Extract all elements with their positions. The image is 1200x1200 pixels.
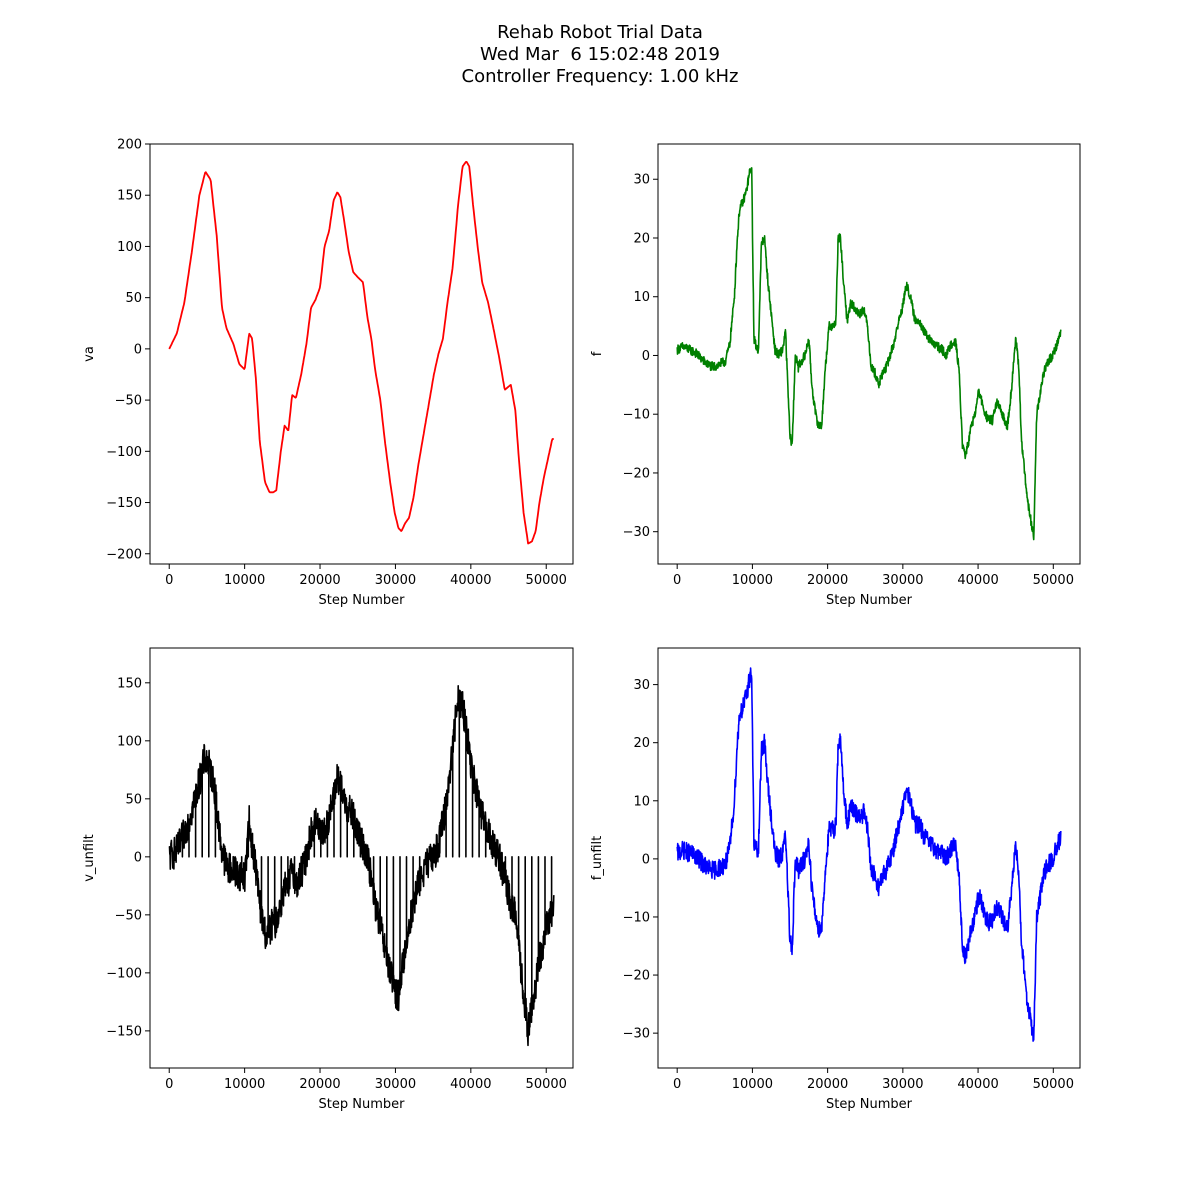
y-tick-label: −20 — [623, 466, 650, 481]
y-tick-label: −30 — [623, 525, 650, 540]
y-tick-label: 20 — [633, 736, 650, 751]
x-tick-label: 50000 — [1033, 573, 1074, 588]
x-tick-label: 40000 — [957, 1077, 998, 1092]
figure-title-line-3: Controller Frequency: 1.00 kHz — [461, 66, 739, 87]
y-tick-label: 30 — [633, 173, 650, 188]
y-tick-label: 20 — [633, 231, 650, 246]
y-tick-label: 0 — [642, 349, 650, 364]
axes-frame — [657, 143, 1081, 565]
f-unfilt-panel: 0 10000 20000 30000 40000 50000 −30 −20 −10 0 10 20… — [590, 647, 1081, 1112]
y-tick-label: −50 — [115, 908, 142, 923]
y-tick-label: 50 — [125, 291, 142, 306]
x-tick-label: 40000 — [450, 1077, 491, 1092]
x-tick-label: 30000 — [882, 1077, 923, 1092]
x-axis-label: Step Number — [826, 593, 913, 608]
y-tick-label: −30 — [623, 1027, 650, 1042]
x-tick-label: 20000 — [807, 1077, 848, 1092]
va-panel: 0 10000 20000 30000 40000 50000 −200 −150 −100 −5… — [82, 138, 574, 608]
y-tick-label: 10 — [633, 794, 650, 809]
y-tick-label: −10 — [623, 910, 650, 925]
y-tick-label: 30 — [633, 678, 650, 693]
y-tick-label: 100 — [117, 240, 142, 255]
f-panel: 0 10000 20000 30000 40000 50000 −30 −20 −10 0 10 20… — [590, 143, 1081, 608]
x-tick-label: 0 — [165, 573, 173, 588]
x-tick-label: 20000 — [299, 573, 340, 588]
x-tick-label: 30000 — [375, 573, 416, 588]
y-tick-label: 150 — [117, 189, 142, 204]
figure-title-line-2: Wed Mar 6 15:02:48 2019 — [480, 44, 720, 65]
y-tick-label: −100 — [106, 445, 142, 460]
y-tick-label: 150 — [117, 676, 142, 691]
x-tick-label: 50000 — [526, 1077, 567, 1092]
v-unfilt-panel: 0 10000 20000 30000 40000 50000 −150 −100 −50 0 50… — [82, 647, 574, 1112]
y-tick-label: −10 — [623, 408, 650, 423]
y-tick-label: 50 — [125, 792, 142, 807]
y-tick-label: −100 — [106, 966, 142, 981]
series-line — [168, 685, 555, 1047]
x-axis-label: Step Number — [319, 593, 406, 608]
y-tick-label: 100 — [117, 734, 142, 749]
y-tick-label: 10 — [633, 290, 650, 305]
y-tick-label: 0 — [134, 342, 142, 357]
y-tick-label: −50 — [115, 394, 142, 409]
y-axis-label: va — [82, 346, 97, 362]
x-tick-label: 40000 — [450, 573, 491, 588]
y-tick-label: −200 — [106, 547, 142, 562]
y-tick-label: −20 — [623, 969, 650, 984]
y-tick-label: 0 — [134, 850, 142, 865]
axes-frame — [149, 143, 574, 565]
x-tick-label: 10000 — [224, 573, 265, 588]
figure-title-line-1: Rehab Robot Trial Data — [497, 22, 703, 43]
x-axis-label: Step Number — [319, 1097, 406, 1112]
y-tick-label: 200 — [117, 138, 142, 153]
y-tick-label: −150 — [106, 1024, 142, 1039]
x-tick-label: 50000 — [526, 573, 567, 588]
x-tick-label: 10000 — [732, 573, 773, 588]
x-axis-label: Step Number — [826, 1097, 913, 1112]
x-tick-label: 40000 — [957, 573, 998, 588]
x-tick-label: 0 — [673, 573, 681, 588]
y-axis-label: f — [590, 351, 605, 356]
x-tick-label: 30000 — [375, 1077, 416, 1092]
x-tick-label: 0 — [673, 1077, 681, 1092]
y-tick-label: −150 — [106, 496, 142, 511]
y-axis-label: v_unfilt — [82, 834, 97, 882]
y-tick-label: 0 — [642, 852, 650, 867]
x-tick-label: 30000 — [882, 573, 923, 588]
axes-frame — [149, 647, 574, 1069]
x-tick-label: 10000 — [224, 1077, 265, 1092]
axes-frame — [657, 647, 1081, 1069]
series-line — [676, 667, 1062, 1042]
y-axis-label: f_unfilt — [590, 836, 605, 880]
x-tick-label: 20000 — [299, 1077, 340, 1092]
series-line — [168, 161, 554, 545]
x-tick-label: 20000 — [807, 573, 848, 588]
series-line — [676, 167, 1062, 541]
x-tick-label: 0 — [165, 1077, 173, 1092]
x-tick-label: 50000 — [1033, 1077, 1074, 1092]
x-tick-label: 10000 — [732, 1077, 773, 1092]
